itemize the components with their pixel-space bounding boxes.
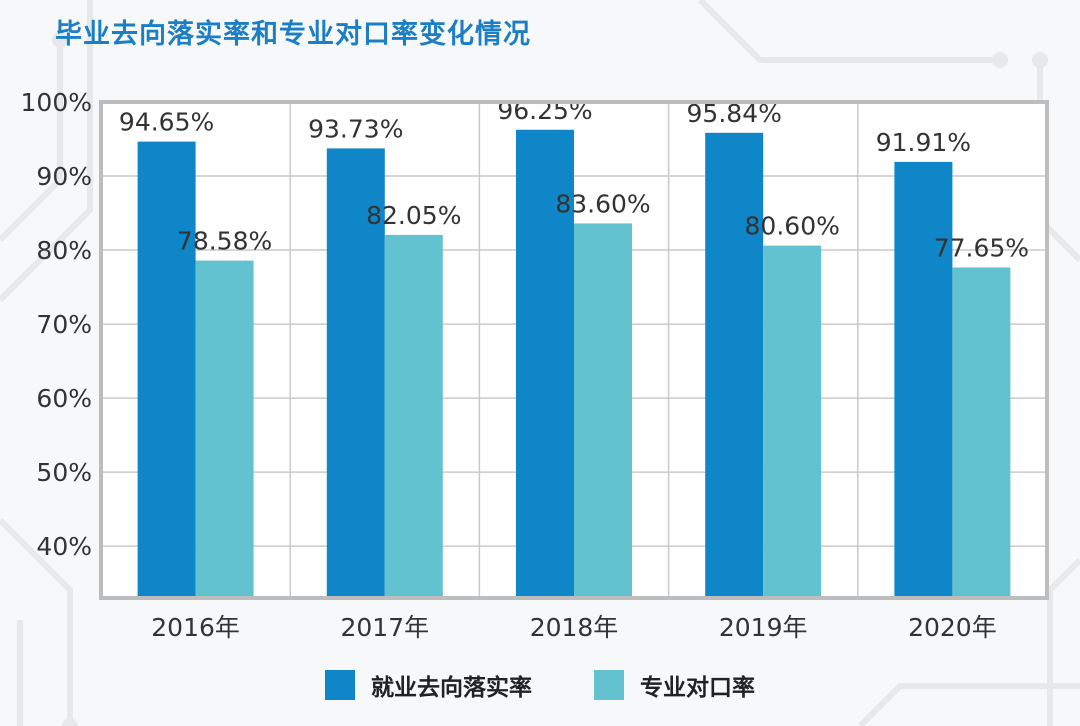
data-label-series-1-1: 94.65% <box>119 108 214 137</box>
data-label-series-2-5: 77.65% <box>934 233 1029 262</box>
data-label-series-2-2: 82.05% <box>366 201 461 230</box>
bar-series-1-3 <box>516 129 574 598</box>
data-label-series-2-4: 80.60% <box>745 212 840 241</box>
x-tick-label-4: 2019年 <box>719 613 808 642</box>
x-tick-label-1: 2016年 <box>151 613 240 642</box>
bar-series-1-1 <box>137 141 196 599</box>
bar-series-2-4 <box>763 245 822 598</box>
data-label-series-2-1: 78.58% <box>177 227 272 256</box>
x-tick-label-5: 2020年 <box>908 613 997 642</box>
bar-series-2-2 <box>384 234 443 598</box>
x-tick-label-2: 2017年 <box>340 613 429 642</box>
y-tick-label-60: 60% <box>36 384 92 413</box>
y-tick-label-40: 40% <box>36 532 92 561</box>
y-tick-label-100: 100% <box>21 88 92 117</box>
legend-swatch-series-1 <box>325 670 355 700</box>
legend-label-series-1: 就业去向落实率 <box>371 675 532 701</box>
data-label-series-1-5: 91.91% <box>876 128 971 157</box>
legend-item-series-2: 专业对口率 <box>594 668 755 702</box>
legend-item-series-1: 就业去向落实率 <box>325 668 532 702</box>
plot-border <box>99 100 1049 600</box>
data-label-series-2-3: 83.60% <box>555 189 650 218</box>
bar-series-1-5 <box>894 161 953 599</box>
x-tick-label-3: 2018年 <box>530 613 619 642</box>
y-tick-label-80: 80% <box>36 236 92 265</box>
data-label-series-1-2: 93.73% <box>308 114 403 143</box>
bar-series-1-2 <box>326 148 385 598</box>
legend-swatch-series-2 <box>594 670 624 700</box>
bar-series-1-4 <box>705 132 764 598</box>
bar-series-2-1 <box>195 260 254 598</box>
bar-series-2-3 <box>574 223 632 599</box>
legend-label-series-2: 专业对口率 <box>640 675 755 701</box>
y-tick-label-90: 90% <box>36 162 92 191</box>
bar-series-2-5 <box>952 267 1011 598</box>
legend: 就业去向落实率 专业对口率 <box>0 668 1080 702</box>
y-tick-label-70: 70% <box>36 310 92 339</box>
chart-title: 毕业去向落实率和专业对口率变化情况 <box>55 19 531 50</box>
y-tick-label-50: 50% <box>36 458 92 487</box>
